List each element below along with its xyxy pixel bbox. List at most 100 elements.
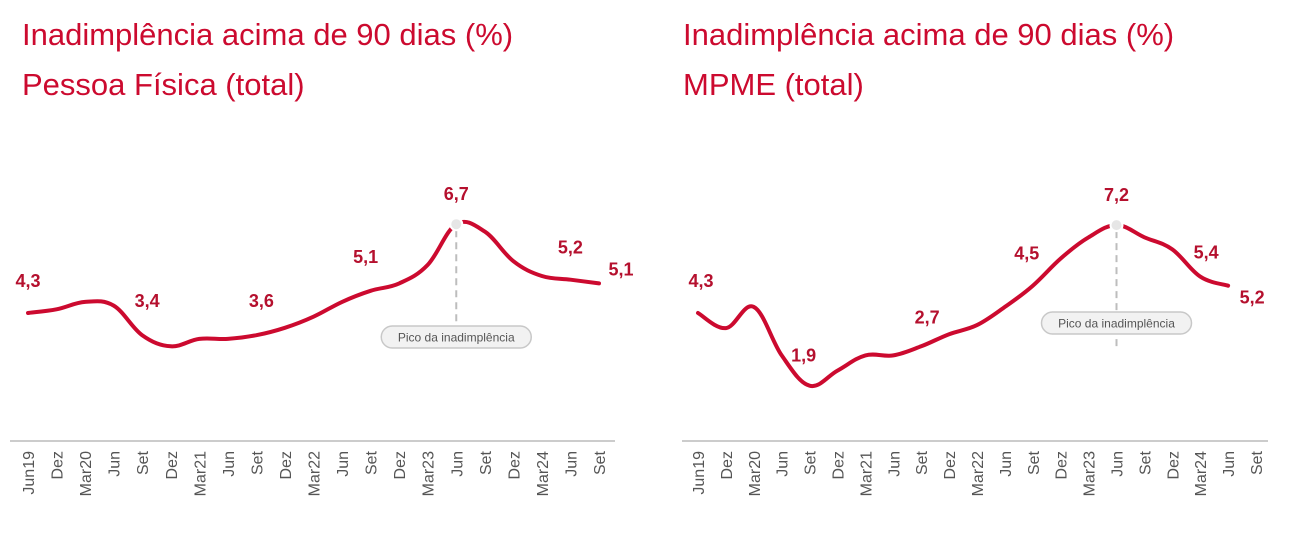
x-tick-label: Set bbox=[1026, 450, 1043, 475]
data-point bbox=[483, 230, 487, 234]
data-point bbox=[540, 274, 544, 278]
data-point bbox=[891, 353, 895, 357]
x-tick-label: Set bbox=[914, 450, 931, 475]
x-tick-label: Set bbox=[364, 450, 381, 475]
x-tick-label: Jun bbox=[335, 451, 352, 477]
data-point bbox=[254, 333, 258, 337]
x-tick-label: Dez bbox=[50, 451, 67, 479]
data-point bbox=[863, 353, 867, 357]
data-label: 5,1 bbox=[353, 247, 378, 267]
data-point bbox=[1226, 284, 1230, 288]
x-tick-label: Mar20 bbox=[78, 451, 95, 496]
data-label: 5,2 bbox=[1240, 288, 1265, 308]
data-point bbox=[197, 337, 201, 341]
x-tick-label: Mar21 bbox=[858, 451, 875, 496]
data-point bbox=[340, 300, 344, 304]
x-tick-label: Jun19 bbox=[691, 451, 708, 495]
x-tick-label: Mar24 bbox=[535, 451, 552, 496]
data-label: 7,2 bbox=[1104, 185, 1129, 205]
x-tick-label: Dez bbox=[278, 451, 295, 479]
data-point bbox=[780, 353, 784, 357]
x-tick-label: Set bbox=[249, 450, 266, 475]
data-point bbox=[597, 281, 601, 285]
x-tick-label: Dez bbox=[942, 451, 959, 479]
data-point bbox=[169, 344, 173, 348]
data-label: 3,4 bbox=[135, 291, 160, 311]
x-tick-label: Dez bbox=[719, 451, 736, 479]
data-point bbox=[26, 311, 30, 315]
data-point bbox=[975, 323, 979, 327]
data-point bbox=[696, 311, 700, 315]
data-point bbox=[397, 281, 401, 285]
x-tick-label: Set bbox=[135, 450, 152, 475]
x-tick-label: Mar21 bbox=[192, 451, 209, 496]
data-point bbox=[919, 344, 923, 348]
x-tick-label: Jun bbox=[221, 451, 238, 477]
x-tick-label: Dez bbox=[164, 451, 181, 479]
x-tick-label: Mar22 bbox=[970, 451, 987, 496]
data-point bbox=[752, 305, 756, 309]
peak-marker bbox=[1109, 218, 1124, 233]
x-tick-label: Set bbox=[1137, 450, 1154, 475]
data-label: 1,9 bbox=[791, 346, 816, 366]
x-tick-label: Mar20 bbox=[747, 451, 764, 496]
chart-title-mpme: Inadimplência acima de 90 dias (%) MPME … bbox=[683, 10, 1174, 110]
data-point bbox=[568, 278, 572, 282]
data-point bbox=[1170, 247, 1174, 251]
data-label: 5,4 bbox=[1194, 243, 1219, 263]
x-tick-label: Dez bbox=[1165, 451, 1182, 479]
data-point bbox=[226, 337, 230, 341]
x-tick-label: Set bbox=[1249, 450, 1266, 475]
x-tick-label: Jun bbox=[886, 451, 903, 477]
peak-annotation-label: Pico da inadimplência bbox=[1058, 317, 1175, 331]
data-label: 4,3 bbox=[15, 271, 40, 291]
line-chart-mpme: Jun19 Dez Mar20 Jun Set Dez Mar21 Jun Set Dez Mar2… bbox=[682, 185, 1268, 496]
data-point bbox=[1198, 275, 1202, 279]
x-tick-label: Jun bbox=[563, 451, 580, 477]
chart-subtitle: Pessoa Física (total) bbox=[22, 67, 305, 102]
x-tick-label: Dez bbox=[831, 451, 848, 479]
x-tick-label: Dez bbox=[1054, 451, 1071, 479]
peak-annotation-pill bbox=[380, 325, 532, 349]
x-tick-label: Dez bbox=[392, 451, 409, 479]
peak-annotation-label: Pico da inadimplência bbox=[398, 331, 515, 345]
data-point bbox=[83, 300, 87, 304]
x-tick-label: Mar24 bbox=[1193, 451, 1210, 496]
data-point bbox=[312, 315, 316, 319]
x-tick-label: Jun bbox=[107, 451, 124, 477]
data-point bbox=[1142, 235, 1146, 239]
series-line bbox=[696, 223, 1231, 389]
x-tick-label: Jun19 bbox=[21, 451, 38, 495]
data-point bbox=[426, 263, 430, 267]
x-tick-label: Jun bbox=[1110, 451, 1127, 477]
x-tick-label: Mar23 bbox=[421, 451, 438, 496]
x-tick-label: Set bbox=[592, 450, 609, 475]
data-point bbox=[283, 326, 287, 330]
data-label: 3,6 bbox=[249, 291, 274, 311]
data-label: 2,7 bbox=[915, 307, 940, 327]
data-label: 5,1 bbox=[608, 259, 633, 279]
chart-title: Inadimplência acima de 90 dias (%) bbox=[683, 17, 1175, 52]
data-point bbox=[140, 333, 144, 337]
x-tick-label: Jun bbox=[775, 451, 792, 477]
data-point bbox=[55, 307, 59, 311]
x-tick-label: Jun bbox=[998, 451, 1015, 477]
data-label: 4,5 bbox=[1014, 244, 1039, 264]
data-point bbox=[369, 289, 373, 293]
data-label: 6,7 bbox=[444, 184, 469, 204]
data-point bbox=[511, 259, 515, 263]
data-point bbox=[724, 326, 728, 330]
data-point bbox=[112, 304, 116, 308]
x-tick-label: Mar23 bbox=[1082, 451, 1099, 496]
chart-subtitle: MPME (total) bbox=[683, 67, 864, 102]
data-point bbox=[1059, 256, 1063, 260]
chart-title-pessoa-fisica: Inadimplência acima de 90 dias (%) Pesso… bbox=[22, 10, 513, 110]
chart-title: Inadimplência acima de 90 dias (%) bbox=[22, 17, 514, 52]
peak-annotation-pill bbox=[1040, 311, 1193, 335]
line-chart-pessoa-fisica: Jun19 Dez Mar20 Jun Set Dez Mar21 Jun Set Dez Mar2… bbox=[10, 184, 634, 496]
data-point bbox=[1031, 284, 1035, 288]
data-point bbox=[1003, 305, 1007, 309]
x-tick-label: Mar22 bbox=[307, 451, 324, 496]
x-tick-label: Set bbox=[803, 450, 820, 475]
data-label: 5,2 bbox=[558, 238, 583, 258]
